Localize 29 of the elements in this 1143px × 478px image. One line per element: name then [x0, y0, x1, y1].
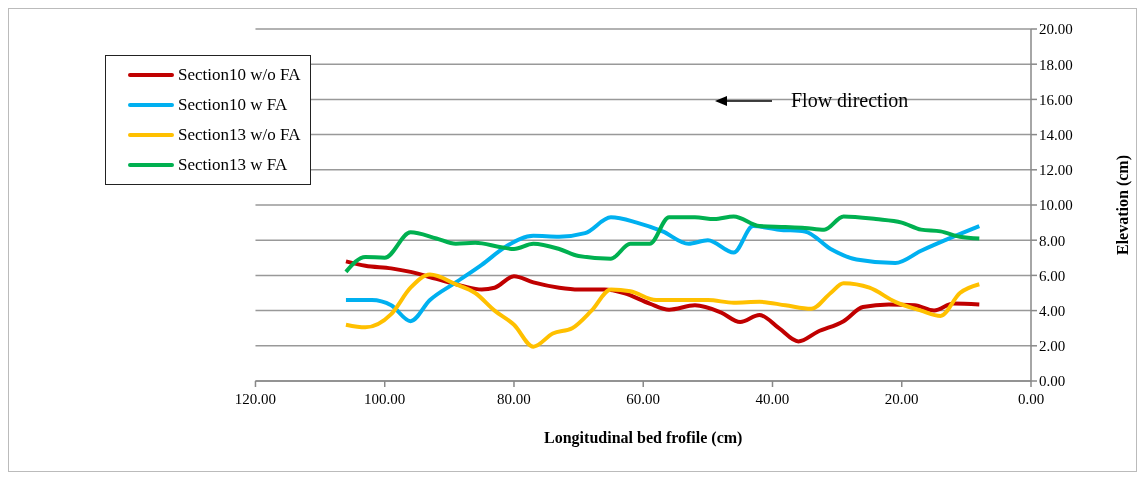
x-tick-label: 80.00 [497, 390, 531, 407]
y-tick-label: 16.00 [1039, 91, 1073, 108]
y-tick-label: 4.00 [1039, 302, 1066, 319]
y-tick-label: 20.00 [1039, 21, 1073, 38]
line-series [343, 272, 982, 349]
annotation: Flow direction [791, 89, 909, 112]
y-tick-label: 10.00 [1039, 197, 1073, 214]
x-axis-title: Longitudinal bed frofile (cm) [544, 429, 743, 447]
y-axis-title: Elevation (cm) [1113, 155, 1132, 255]
x-tick-label: 40.00 [755, 390, 790, 407]
legend-label: Section13 w/o FA [178, 125, 301, 145]
line-series [343, 259, 982, 344]
y-tick-label: 8.00 [1039, 232, 1066, 249]
x-tick-label: 60.00 [626, 390, 661, 407]
y-tick-label: 2.00 [1039, 338, 1066, 355]
y-tick-label: 0.00 [1039, 373, 1066, 390]
x-tick-label: 20.00 [884, 390, 919, 407]
line-series [343, 214, 982, 274]
y-tick-label: 12.00 [1039, 162, 1073, 179]
y-tick-label: 14.00 [1039, 126, 1073, 143]
y-tick-label: 18.00 [1039, 56, 1073, 73]
legend-label: Section10 w FA [178, 95, 288, 115]
x-tick-label: 0.00 [1017, 390, 1045, 407]
x-tick-label: 100.00 [364, 390, 406, 407]
line-series [343, 215, 982, 324]
legend-label: Section10 w/o FA [178, 65, 301, 85]
legend-label: Section13 w FA [178, 155, 288, 175]
y-tick-label: 6.00 [1039, 267, 1066, 284]
x-tick-label: 120.00 [234, 390, 277, 407]
